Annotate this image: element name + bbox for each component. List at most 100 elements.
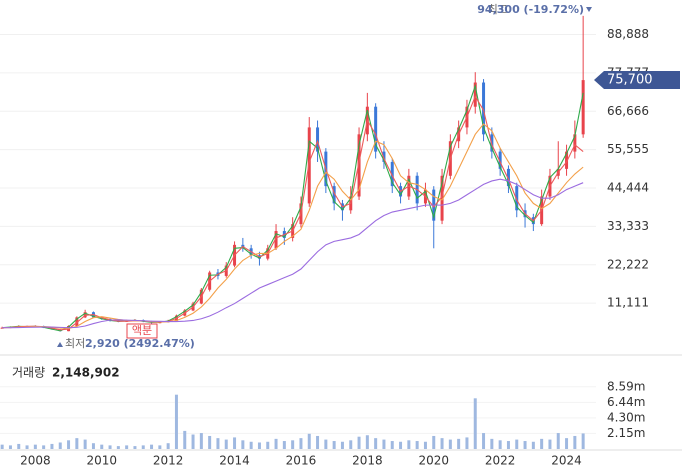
volume-bar <box>150 444 154 449</box>
volume-bar <box>515 439 519 449</box>
volume-bar <box>573 435 577 449</box>
volume-bar <box>498 440 502 449</box>
overlay: 최고 94,300 (-19.72%) 최저 2,920 (2492.47%) … <box>0 3 682 451</box>
volume-value: 2,148,902 <box>52 366 120 380</box>
volume-bar <box>465 437 469 449</box>
candle-body <box>332 186 336 204</box>
volume-bar <box>340 441 344 449</box>
volume-bar <box>357 436 361 449</box>
volume-bar <box>191 434 195 449</box>
volume-bar <box>307 433 311 449</box>
candle-body <box>382 151 386 162</box>
volume-bar <box>216 438 220 449</box>
volume-bar <box>299 438 303 449</box>
split-label: 액분 <box>132 324 152 337</box>
volume-bar <box>58 442 62 449</box>
volume-bar <box>249 441 253 449</box>
volume-bar <box>8 445 12 449</box>
volume-bar <box>166 443 170 449</box>
volume-bar <box>208 435 212 449</box>
volume-bar <box>199 433 203 449</box>
volume-tick-label: 6.44m <box>607 395 645 409</box>
volume-tick-label: 4.30m <box>607 410 645 424</box>
y-tick-label: 22,222 <box>607 257 649 271</box>
y-tick-label: 55,555 <box>607 142 649 156</box>
candle-body <box>482 82 486 135</box>
volume-bar <box>25 445 29 449</box>
volume-bar <box>257 442 261 449</box>
volume-bar <box>158 445 162 449</box>
volume-bar <box>141 445 145 449</box>
volume-bar <box>233 437 237 449</box>
x-tick-label: 2018 <box>352 454 383 468</box>
candle-body <box>374 106 378 152</box>
volume-tick-label: 8.59m <box>607 379 645 393</box>
x-tick-label: 2016 <box>286 454 317 468</box>
low-value: 2,920 (2492.47%) <box>85 337 195 350</box>
plot-area: 11,11122,22233,33344,44455,55566,66677,7… <box>0 15 649 468</box>
volume-bar <box>440 438 444 449</box>
candle-body <box>498 151 502 169</box>
volume-bar <box>282 441 286 449</box>
volume-bar <box>565 438 569 449</box>
high-value: 94,300 (-19.72%) <box>477 3 584 16</box>
volume-bar <box>349 440 353 449</box>
x-tick-label: 2008 <box>20 454 51 468</box>
volume-bar <box>50 443 54 449</box>
volume-bar <box>390 441 394 449</box>
volume-bar <box>506 441 510 449</box>
volume-bar <box>274 438 278 449</box>
volume-bar <box>332 441 336 449</box>
volume-bar <box>473 398 477 449</box>
volume-bar <box>482 433 486 449</box>
low-marker <box>57 342 63 347</box>
candle-body <box>357 134 361 197</box>
volume-bar <box>415 441 419 449</box>
volume-bar <box>291 440 295 449</box>
volume-bar <box>316 435 320 449</box>
volume-bar <box>382 439 386 449</box>
volume-bar <box>67 440 71 449</box>
ma-line <box>2 83 584 332</box>
volume-bar <box>540 438 544 449</box>
y-tick-label: 11,111 <box>607 296 649 310</box>
x-tick-label: 2024 <box>551 454 582 468</box>
volume-bar <box>125 445 129 449</box>
volume-bar <box>183 430 187 449</box>
candle-body <box>274 231 278 249</box>
volume-bar <box>241 440 245 449</box>
ma-line <box>2 178 584 329</box>
ma-line <box>2 95 584 331</box>
candle-body <box>75 317 79 327</box>
split-box <box>126 323 158 339</box>
volume-bar <box>75 438 79 449</box>
volume-bar <box>33 444 37 449</box>
volume-bar <box>432 435 436 449</box>
y-tick-label: 88,888 <box>607 27 649 41</box>
volume-bar <box>174 394 178 449</box>
volume-bar <box>83 439 87 449</box>
ma-line <box>2 123 584 329</box>
candle-body <box>581 80 585 135</box>
current-price: 75,700 <box>607 73 653 88</box>
volume-bar <box>17 443 21 449</box>
volume-bar <box>116 446 120 449</box>
x-tick-label: 2014 <box>219 454 250 468</box>
volume-bar <box>399 441 403 449</box>
volume-bar <box>324 439 328 449</box>
volume-bar <box>0 444 4 449</box>
volume-bar <box>581 433 585 449</box>
candle-body <box>515 186 519 211</box>
low-label: 최저 <box>65 337 85 350</box>
volume-bar <box>448 439 452 449</box>
volume-bar <box>423 441 427 449</box>
candle-body <box>316 127 320 152</box>
candle-body <box>565 151 569 169</box>
volume-bar <box>523 441 527 449</box>
y-tick-label: 44,444 <box>607 181 649 195</box>
x-tick-label: 2012 <box>153 454 184 468</box>
volume-bar <box>133 446 137 449</box>
volume-bar <box>556 433 560 449</box>
volume-bar <box>91 443 95 449</box>
